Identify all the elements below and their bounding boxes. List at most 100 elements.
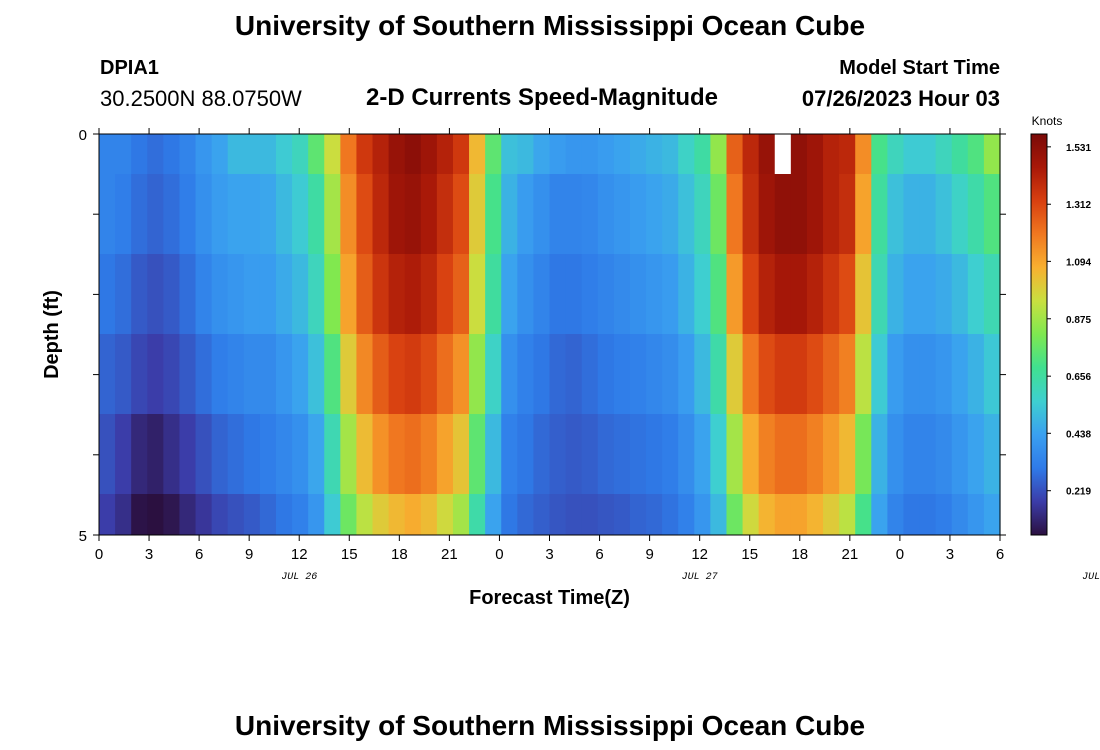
- heatmap-cell: [388, 254, 406, 334]
- date-label: JUL 28: [1082, 572, 1100, 583]
- heatmap-cell: [935, 414, 953, 494]
- heatmap-cell: [710, 414, 728, 494]
- heatmap-cell: [372, 494, 390, 535]
- heatmap-cell: [919, 334, 937, 414]
- heatmap-cell: [951, 134, 969, 174]
- heatmap-cell: [517, 134, 535, 174]
- heatmap-cell: [710, 174, 728, 254]
- heatmap-cell: [308, 334, 325, 414]
- heatmap-cell: [581, 334, 599, 414]
- x-tick-label: 12: [291, 546, 308, 563]
- heatmap-cell: [501, 414, 518, 494]
- heatmap-cell: [678, 414, 695, 494]
- heatmap-cell: [726, 414, 744, 494]
- heatmap-cell: [710, 494, 728, 535]
- heatmap-cell: [823, 174, 840, 254]
- heatmap-cell: [629, 134, 647, 174]
- heatmap-cell: [613, 254, 631, 334]
- heatmap-cell: [597, 134, 615, 174]
- heatmap-cell: [275, 174, 293, 254]
- heatmap-cell: [324, 134, 341, 174]
- heatmap-cell: [420, 494, 438, 535]
- heatmap-cell: [469, 334, 486, 414]
- heatmap-cell: [469, 134, 486, 174]
- heatmap-cell: [533, 494, 551, 535]
- heatmap-cell: [758, 334, 776, 414]
- heatmap-cell: [565, 174, 583, 254]
- heatmap-cell: [179, 254, 197, 334]
- heatmap-cell: [163, 414, 181, 494]
- heatmap-cell: [903, 494, 921, 535]
- heatmap-cell: [292, 494, 309, 535]
- heatmap-cell: [823, 494, 840, 535]
- heatmap-cell: [790, 334, 808, 414]
- heatmap-cell: [871, 174, 888, 254]
- heatmap-cell: [308, 134, 325, 174]
- heatmap-cell: [742, 334, 760, 414]
- heatmap-cell: [356, 494, 374, 535]
- heatmap-cell: [839, 414, 856, 494]
- heatmap-cell: [597, 414, 615, 494]
- heatmap-cell: [340, 134, 358, 174]
- heatmap-cell: [420, 174, 438, 254]
- heatmap-cell: [871, 494, 888, 535]
- heatmap-cell: [340, 414, 358, 494]
- heatmap-cell: [436, 334, 454, 414]
- heatmap-cell: [436, 134, 454, 174]
- heatmap-cell: [436, 414, 454, 494]
- x-tick-label: 0: [95, 546, 103, 563]
- heatmap-cell: [452, 134, 470, 174]
- heatmap-cell: [404, 494, 422, 535]
- heatmap-cell: [259, 174, 277, 254]
- heatmap-cell: [662, 174, 679, 254]
- heatmap-cell: [179, 494, 197, 535]
- x-tick-label: 18: [791, 546, 808, 563]
- heatmap-cell: [324, 494, 341, 535]
- heatmap-cell: [581, 414, 599, 494]
- heatmap-cell: [420, 254, 438, 334]
- heatmap-cell: [629, 494, 647, 535]
- heatmap-cell: [163, 254, 181, 334]
- heatmap-cell: [967, 414, 985, 494]
- heatmap-cell: [823, 254, 840, 334]
- heatmap-cell: [629, 254, 647, 334]
- heatmap-cell: [613, 414, 631, 494]
- heatmap-cell: [967, 134, 985, 174]
- heatmap-cell: [710, 134, 728, 174]
- x-tick-label: 6: [595, 546, 603, 563]
- colorbar-tick-label: 0.438: [1066, 429, 1091, 440]
- heatmap-cell: [517, 254, 535, 334]
- station-coords: 30.2500N 88.0750W: [100, 86, 302, 111]
- x-tick-label: 21: [841, 546, 858, 563]
- heatmap-cell: [275, 134, 293, 174]
- heatmap-cell: [758, 174, 776, 254]
- heatmap-cell: [308, 414, 325, 494]
- heatmap-cell: [951, 254, 969, 334]
- heatmap-cell: [549, 174, 567, 254]
- heatmap-cell: [855, 494, 872, 535]
- heatmap-cell: [983, 174, 1001, 254]
- heatmap-cell: [533, 174, 551, 254]
- heatmap-cell: [839, 174, 856, 254]
- plot-title: 2-D Currents Speed-Magnitude: [366, 84, 719, 111]
- heatmap-cell: [147, 254, 164, 334]
- heatmap-cell: [163, 494, 181, 535]
- colorbar-units-label: Knots: [1032, 114, 1063, 128]
- colorbar-tick-label: 1.094: [1066, 257, 1091, 268]
- heatmap-cell: [195, 414, 213, 494]
- heatmap-cell: [340, 334, 358, 414]
- heatmap-cell: [983, 254, 1001, 334]
- heatmap-cell: [195, 134, 213, 174]
- heatmap-cell: [903, 174, 921, 254]
- heatmap-cell: [436, 494, 454, 535]
- heatmap-cell: [259, 134, 277, 174]
- heatmap-cell: [629, 174, 647, 254]
- heatmap-cell: [919, 174, 937, 254]
- heatmap-cell: [517, 334, 535, 414]
- heatmap-cell: [227, 134, 245, 174]
- heatmap-cell: [887, 174, 905, 254]
- heatmap-cell: [469, 494, 486, 535]
- heatmap-cell: [243, 494, 261, 535]
- heatmap-cell: [420, 414, 438, 494]
